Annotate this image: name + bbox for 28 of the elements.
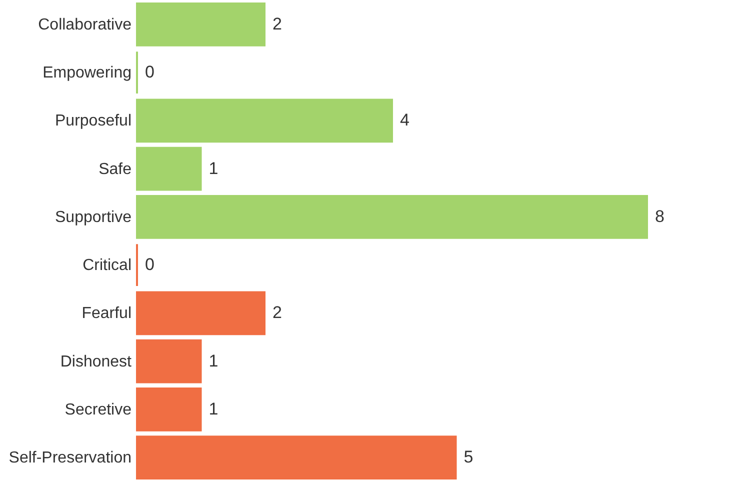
- data-label: 1: [208, 158, 218, 178]
- data-label: 1: [208, 351, 218, 370]
- bar: [136, 388, 202, 432]
- bar: [136, 98, 393, 143]
- data-label: 2: [272, 303, 282, 322]
- y-tick-label: Safe: [98, 160, 132, 178]
- data-label: 8: [655, 206, 664, 226]
- data-label: 0: [145, 62, 154, 82]
- bar: [136, 339, 202, 384]
- data-label: 0: [145, 255, 154, 274]
- data-label: 2: [272, 14, 282, 34]
- y-tick-label: Supportive: [55, 208, 132, 226]
- bar: [136, 436, 457, 480]
- y-tick-label: Purposeful: [55, 112, 132, 130]
- y-tick-label: Secretive: [64, 401, 132, 418]
- y-tick-label: Critical: [82, 257, 132, 274]
- data-label: 5: [464, 448, 474, 467]
- y-tick-label: Empowering: [42, 64, 132, 82]
- y-tick-label: Dishonest: [60, 353, 132, 370]
- y-tick-label: Self-Preservation: [8, 450, 132, 467]
- bar: [136, 2, 266, 46]
- data-label: 1: [208, 399, 218, 418]
- bar: [136, 194, 648, 239]
- data-label: 4: [400, 110, 410, 130]
- y-tick-label: Collaborative: [38, 16, 132, 34]
- bar: [136, 291, 266, 336]
- y-tick-label: Fearful: [82, 305, 132, 322]
- bar: [136, 146, 202, 191]
